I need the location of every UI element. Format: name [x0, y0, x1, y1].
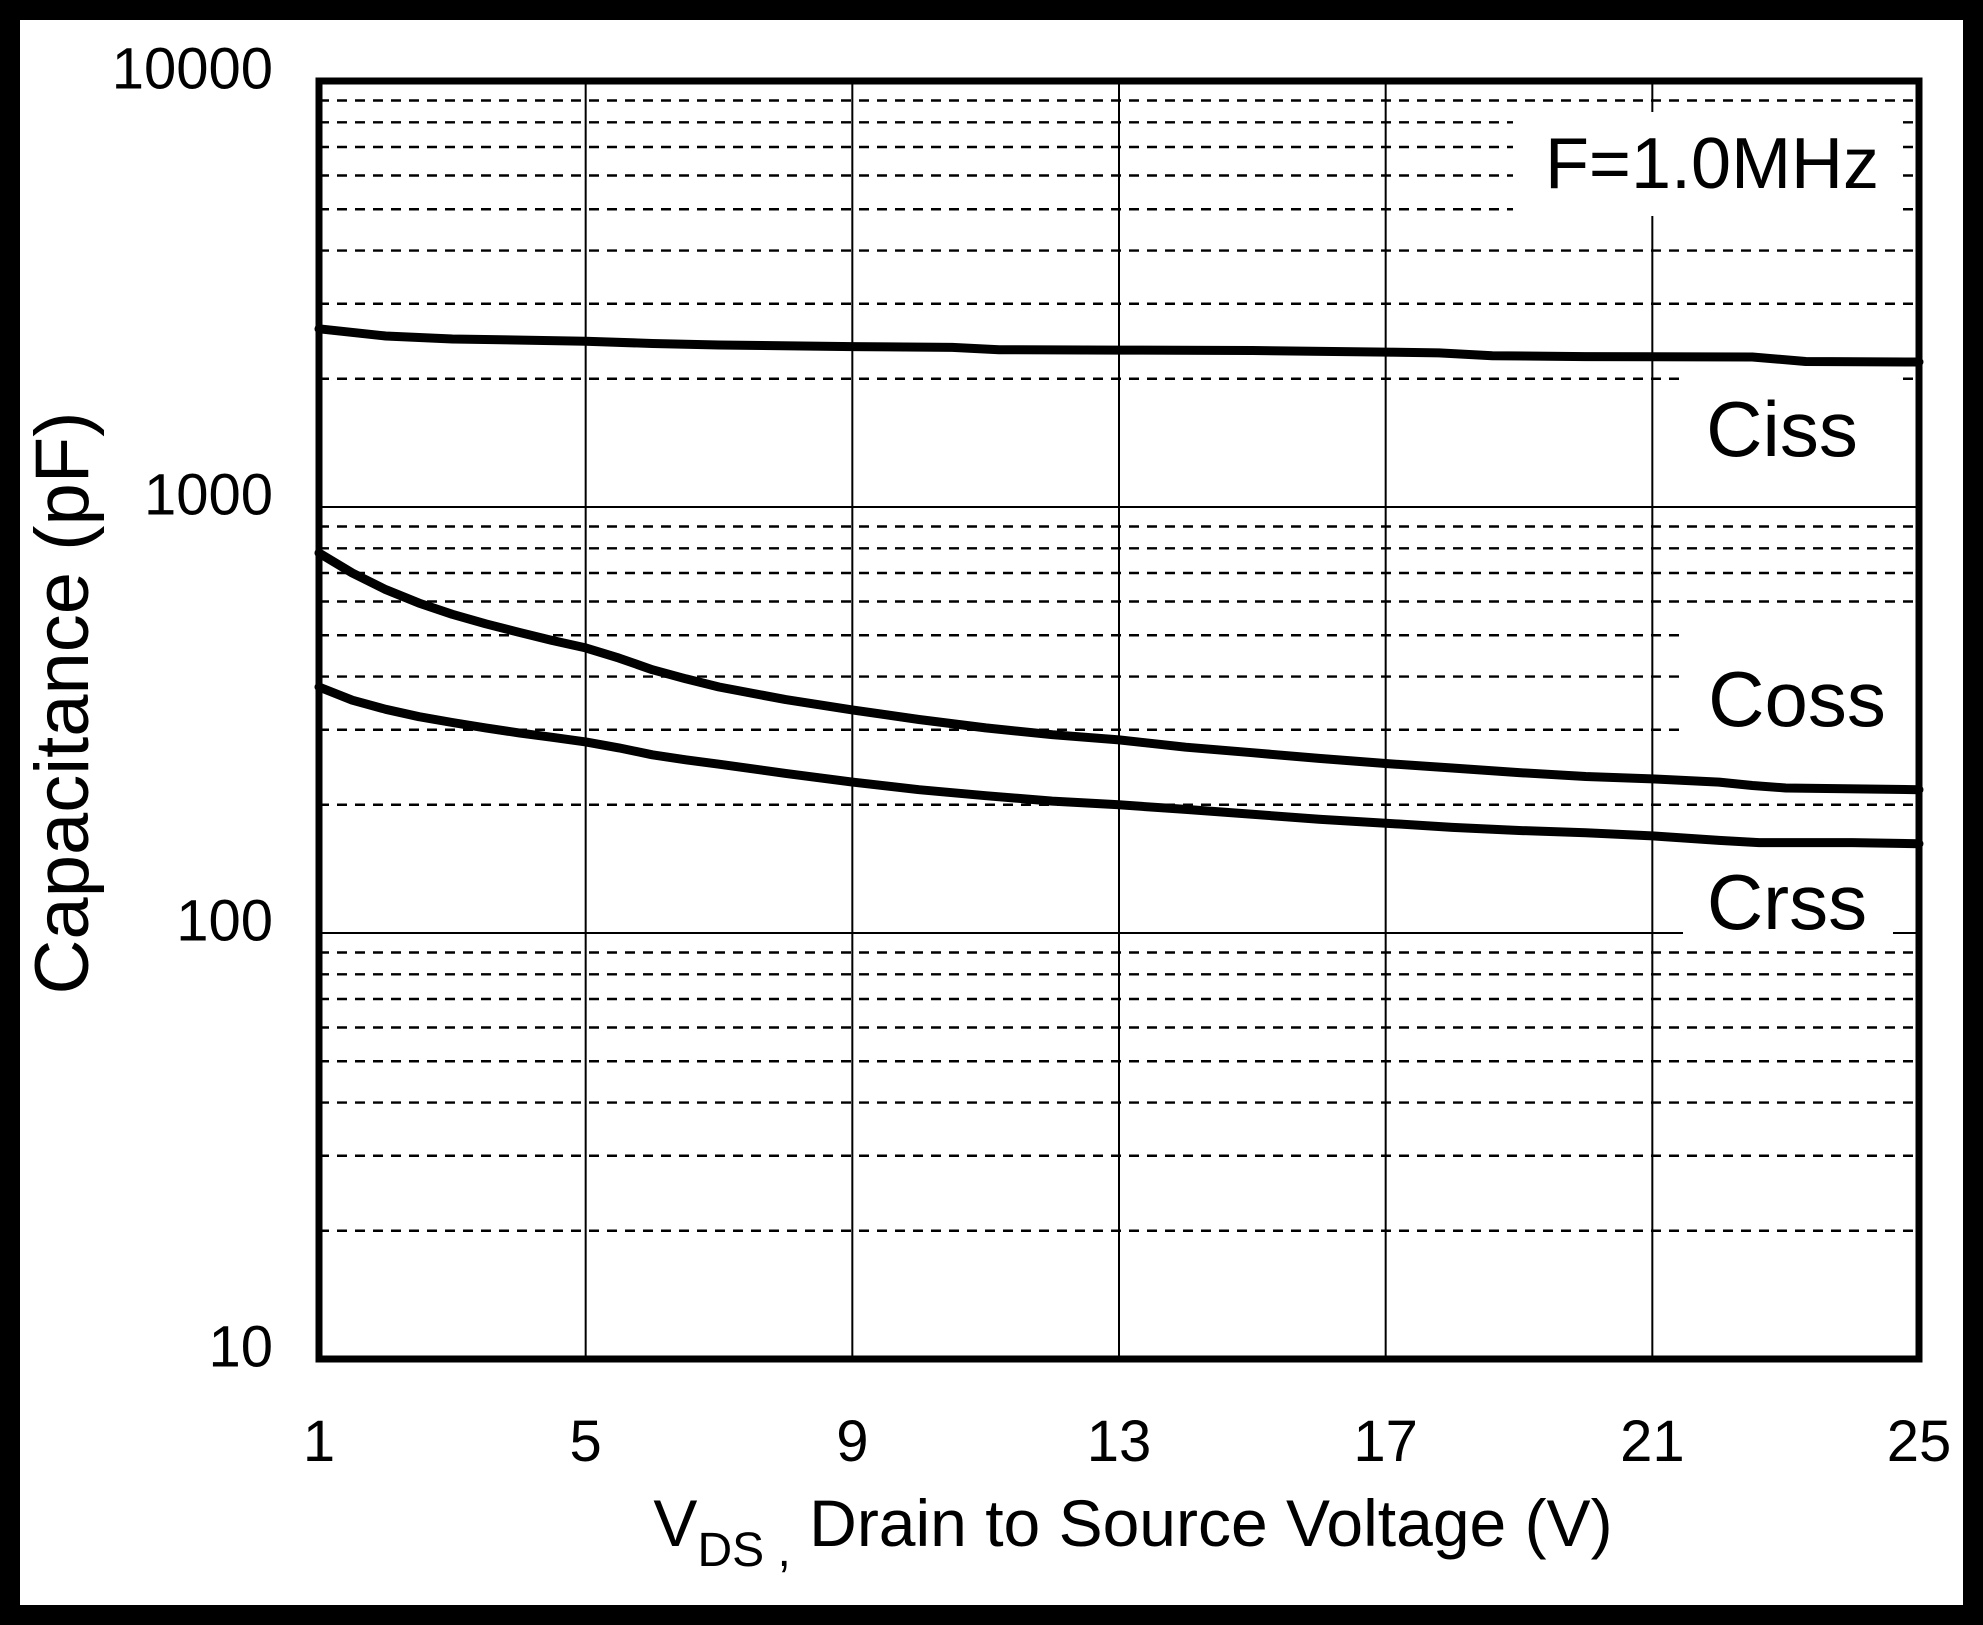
x-tick-label-25: 25: [1887, 1409, 1952, 1474]
label-mask-layer: [1513, 112, 1914, 944]
curve-label-ciss: Ciss: [1706, 385, 1858, 473]
crss-curve: [314, 682, 1924, 849]
x-axis-title-prefix: V: [653, 1486, 697, 1560]
x-tick-label-9: 9: [836, 1409, 868, 1474]
x-tick-label-17: 17: [1353, 1409, 1418, 1474]
annotation-frequency: F=1.0MHz: [1545, 124, 1879, 204]
coss-curve: [314, 548, 1924, 795]
page-background: [20, 20, 1963, 1605]
plot-frame-layer: [315, 77, 1923, 1363]
annotation-mask: [1513, 112, 1903, 216]
x-tick-label-5: 5: [570, 1409, 602, 1474]
ciss-label-mask: [1686, 370, 1900, 480]
y-tick-label-100: 100: [176, 889, 273, 954]
x-tick-label-21: 21: [1620, 1409, 1685, 1474]
y-axis-title: Capacitance (pF): [20, 412, 105, 995]
curve-layer: [314, 324, 1924, 849]
plot-frame: [315, 77, 1923, 1363]
y-tick-label-10: 10: [208, 1315, 273, 1380]
x-axis-title-subscript: DS ,: [697, 1524, 790, 1577]
y-tick-label-1000: 1000: [144, 463, 273, 528]
tick-label-layer: 10 100 1000 10000 1 5 9 13 17 21 25: [112, 37, 1952, 1475]
curve-label-coss: Coss: [1708, 655, 1886, 743]
x-axis-title: VDS , Drain to Source Voltage (V): [653, 1486, 1612, 1577]
ciss-curve: [314, 324, 1924, 367]
y-tick-label-10000: 10000: [112, 37, 273, 102]
coss-label-mask: [1680, 626, 1914, 754]
x-axis-title-rest: Drain to Source Voltage (V): [791, 1486, 1613, 1560]
crss-label-mask: [1683, 846, 1893, 944]
x-tick-label-1: 1: [303, 1409, 335, 1474]
curve-label-crss: Crss: [1707, 858, 1867, 946]
x-tick-label-13: 13: [1087, 1409, 1152, 1474]
